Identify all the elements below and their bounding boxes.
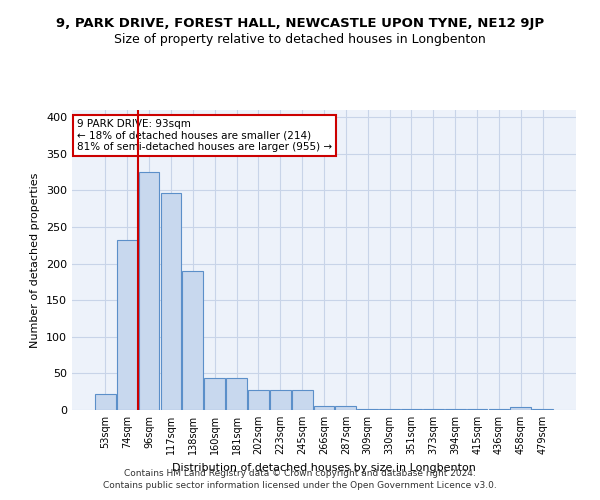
Text: Contains public sector information licensed under the Open Government Licence v3: Contains public sector information licen… <box>103 481 497 490</box>
Text: Contains HM Land Registry data © Crown copyright and database right 2024.: Contains HM Land Registry data © Crown c… <box>124 468 476 477</box>
Y-axis label: Number of detached properties: Number of detached properties <box>31 172 40 348</box>
Bar <box>335 406 356 410</box>
Text: Size of property relative to detached houses in Longbenton: Size of property relative to detached ho… <box>114 32 486 46</box>
Bar <box>292 390 313 410</box>
Text: 9, PARK DRIVE, FOREST HALL, NEWCASTLE UPON TYNE, NE12 9JP: 9, PARK DRIVE, FOREST HALL, NEWCASTLE UP… <box>56 18 544 30</box>
Bar <box>511 407 531 410</box>
Bar <box>117 240 137 410</box>
Bar <box>270 390 290 410</box>
Text: 9 PARK DRIVE: 93sqm
← 18% of detached houses are smaller (214)
81% of semi-detac: 9 PARK DRIVE: 93sqm ← 18% of detached ho… <box>77 119 332 152</box>
X-axis label: Distribution of detached houses by size in Longbenton: Distribution of detached houses by size … <box>172 462 476 472</box>
Bar <box>226 378 247 410</box>
Bar <box>182 271 203 410</box>
Bar <box>248 390 269 410</box>
Bar <box>314 406 334 410</box>
Bar <box>95 394 116 410</box>
Bar <box>139 172 160 410</box>
Bar <box>204 378 225 410</box>
Bar <box>161 194 181 410</box>
